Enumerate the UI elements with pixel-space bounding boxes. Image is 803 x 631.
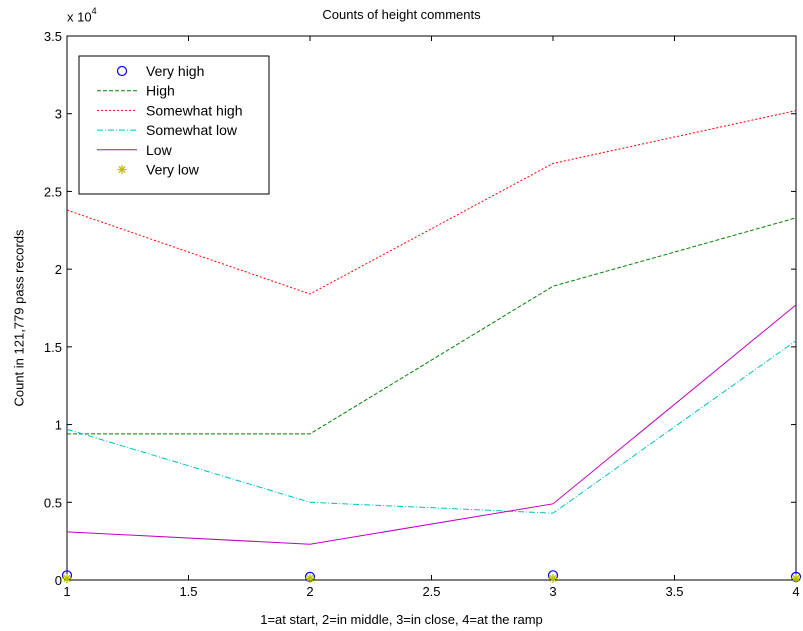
x-tick-label: 1.5: [179, 584, 197, 599]
series-high-line: [67, 217, 797, 435]
y-tick-label: 2: [55, 262, 62, 277]
legend-somewhat-low-label: Somewhat low: [146, 122, 238, 138]
series-somewhat-high-line: [66, 110, 797, 295]
legend-low-label: Low: [146, 142, 173, 158]
series-somewhat-low-line: [66, 340, 797, 514]
x-tick-label: 4: [792, 584, 799, 599]
y-tick-label: 3: [55, 107, 62, 122]
legend-very-high-marker: [116, 65, 128, 77]
y-tick-label: 3.5: [44, 29, 62, 44]
x-tick-label: 1: [63, 584, 70, 599]
x-axis-label: 1=at start, 2=in middle, 3=in close, 4=a…: [260, 612, 543, 627]
x-tick-label: 3: [549, 584, 556, 599]
series-low-line: [66, 304, 797, 545]
legend-high-label: High: [146, 83, 175, 99]
series-very-low-point: [62, 573, 72, 583]
series-very-low-point: [548, 573, 558, 583]
x-tick-label: 2: [306, 584, 313, 599]
y-axis-multiplier: x 104: [67, 6, 97, 25]
x-tick-label: 3.5: [665, 584, 683, 599]
chart-title: Counts of height comments: [322, 7, 481, 22]
series-very-low-point: [305, 573, 315, 583]
legend-box: [78, 55, 270, 195]
y-multiplier-exponent: 4: [91, 6, 97, 16]
y-multiplier-base: x 10: [67, 9, 92, 25]
y-tick-label: 0.5: [44, 495, 62, 510]
legend-very-low-label: Very low: [146, 162, 200, 178]
y-tick-label: 0: [55, 573, 62, 588]
legend-very-high-label: Very high: [146, 63, 204, 79]
y-tick-label: 1: [55, 418, 62, 433]
legend-somewhat-high-label: Somewhat high: [146, 102, 243, 118]
x-tick-label: 2.5: [422, 584, 440, 599]
legend-very-low-marker: [117, 165, 127, 174]
y-tick-label: 1.5: [44, 340, 62, 355]
series-very-low-point: [791, 573, 801, 583]
y-tick-label: 2.5: [44, 184, 62, 199]
